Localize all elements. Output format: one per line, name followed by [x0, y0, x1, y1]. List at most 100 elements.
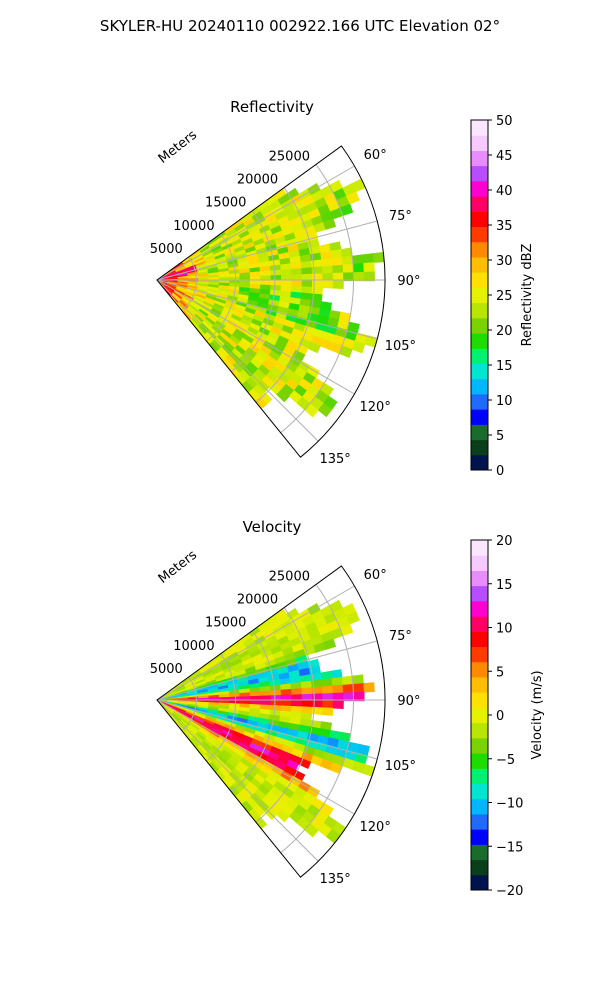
- colorbar-tick-label: 45: [496, 149, 513, 164]
- azimuth-tick-label: 60°: [364, 568, 387, 583]
- colorbar-swatch: [471, 302, 488, 319]
- data-cell: [363, 682, 375, 693]
- azimuth-gridline: [156, 279, 319, 442]
- reflectivity-range-label: Meters: [156, 128, 200, 167]
- range-ring: [280, 164, 355, 434]
- range-tick-label: 25000: [269, 569, 310, 584]
- sector-outline: [156, 145, 386, 458]
- data-cell: [352, 674, 364, 685]
- colorbar-tick-label: 40: [496, 184, 513, 199]
- colorbar-swatch: [471, 454, 488, 471]
- data-cell: [321, 685, 334, 695]
- data-cell: [352, 254, 364, 265]
- data-cell: [341, 255, 354, 266]
- data-cell: [249, 271, 261, 277]
- azimuth-tick-label: 135°: [319, 872, 350, 887]
- velocity-title: Velocity: [243, 518, 302, 536]
- range-ring: [206, 653, 237, 762]
- data-cell: [300, 260, 313, 269]
- data-cell: [342, 263, 355, 274]
- data-cell: [321, 258, 333, 268]
- colorbar-swatch: [471, 226, 488, 243]
- data-cell: [280, 268, 292, 276]
- range-ring: [181, 256, 197, 311]
- colorbar-swatch: [471, 570, 488, 587]
- data-cell: [270, 689, 282, 697]
- colorbar-swatch: [471, 256, 488, 273]
- data-cell: [362, 253, 375, 264]
- data-cell: [290, 688, 303, 696]
- data-cell: [341, 675, 354, 686]
- reflectivity-colorbar: 0 5 10 15 20 25 30 35 40 45 50: [470, 114, 513, 479]
- colorbar-tick-label: 15: [496, 578, 513, 593]
- data-cell: [260, 700, 272, 706]
- range-ring: [280, 584, 355, 854]
- data-cell: [332, 700, 344, 709]
- colorbar-swatch: [471, 378, 488, 395]
- colorbar-tick-label: 5: [496, 429, 504, 444]
- range-ring: [206, 233, 237, 342]
- data-cell: [290, 268, 303, 276]
- colorbar-tick-label: 10: [496, 394, 513, 409]
- data-cell: [291, 280, 303, 288]
- data-cell: [363, 262, 375, 273]
- colorbar-swatch: [471, 211, 488, 228]
- data-cell: [260, 280, 272, 286]
- azimuth-tick-label: 120°: [360, 820, 391, 835]
- colorbar-swatch: [471, 393, 488, 410]
- colorbar-swatch: [471, 692, 488, 708]
- data-cell: [270, 280, 282, 287]
- colorbar-swatch: [471, 661, 488, 678]
- azimuth-gridline: [156, 220, 378, 281]
- data-cell: [249, 691, 261, 697]
- colorbar-tick-label: 30: [496, 254, 513, 269]
- data-cell: [280, 700, 293, 707]
- azimuth-gridline: [156, 165, 355, 281]
- velocity-panel: Velocity 60° 75° 90° 105° 120° 135° 5000 10000 1…: [150, 518, 545, 899]
- data-cell: [276, 809, 290, 823]
- colorbar-swatch: [471, 409, 488, 425]
- range-tick-label: 5000: [150, 242, 183, 257]
- colorbar-tick-label: 0: [496, 464, 504, 479]
- data-cell: [301, 267, 313, 275]
- range-tick-label: 10000: [173, 639, 214, 654]
- azimuth-tick-label: 105°: [385, 759, 416, 774]
- range-ring: [230, 630, 276, 793]
- range-tick-label: 20000: [237, 173, 278, 188]
- data-cell: [301, 700, 313, 708]
- colorbar-swatch: [471, 737, 488, 754]
- colorbar-swatch: [471, 616, 488, 632]
- colorbar-tick-label: 35: [496, 219, 513, 234]
- range-tick-label: 15000: [205, 196, 246, 211]
- data-cell: [331, 256, 344, 267]
- colorbar-swatch: [471, 180, 488, 197]
- colorbar-swatch: [471, 287, 488, 304]
- colorbar-swatch: [471, 555, 488, 571]
- colorbar-swatch: [471, 783, 488, 800]
- velocity-grid: [156, 565, 386, 878]
- colorbar-tick-label: 15: [496, 359, 513, 374]
- velocity-colorbar-label: Velocity (m/s): [530, 670, 545, 759]
- colorbar-tick-label: −10: [496, 797, 523, 812]
- data-cell: [363, 271, 375, 282]
- data-cell: [331, 676, 344, 687]
- data-cell: [346, 191, 360, 205]
- reflectivity-colorbar-label: Reflectivity dBZ: [520, 244, 535, 347]
- colorbar-swatch: [471, 241, 488, 258]
- azimuth-gridline: [156, 279, 355, 395]
- azimuth-gridline: [156, 699, 378, 760]
- data-cell: [239, 272, 251, 278]
- range-tick-label: 5000: [150, 662, 183, 677]
- data-cell: [332, 684, 344, 694]
- colorbar-swatch: [471, 272, 488, 288]
- colorbar-swatch: [471, 646, 488, 663]
- data-cell: [259, 690, 272, 697]
- data-cell: [330, 669, 343, 679]
- azimuth-tick-label: 135°: [319, 452, 350, 467]
- colorbar-swatch: [471, 585, 488, 602]
- reflectivity-title: Reflectivity: [230, 98, 314, 116]
- colorbar-swatch: [471, 165, 488, 182]
- data-cell: [300, 680, 313, 689]
- figure-title: SKYLER-HU 20240110 002922.166 UTC Elevat…: [100, 17, 500, 35]
- reflectivity-grid: [156, 145, 386, 458]
